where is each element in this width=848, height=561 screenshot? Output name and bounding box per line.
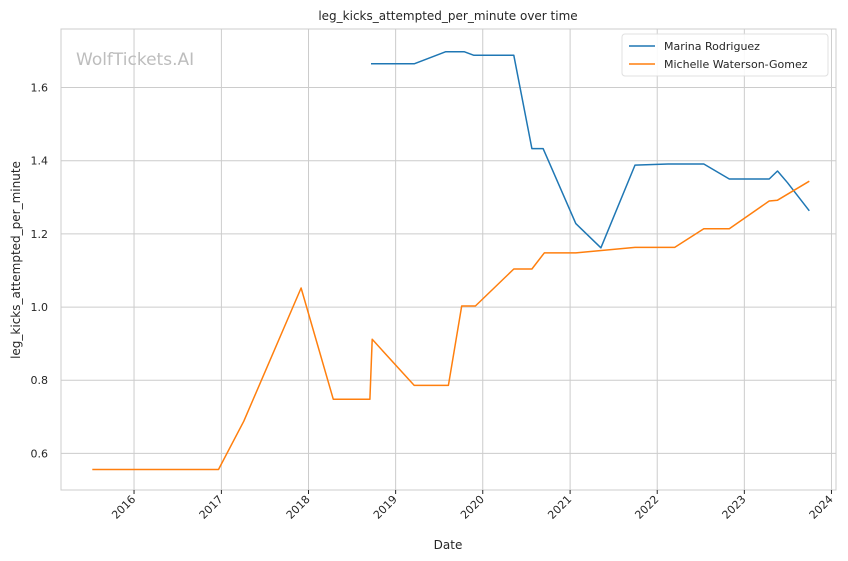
x-tick-label: 2017 <box>197 493 226 522</box>
watermark: WolfTickets.AI <box>76 50 194 70</box>
x-tick-label: 2019 <box>371 493 400 522</box>
x-axis-label: Date <box>434 538 463 552</box>
series-line-marina-rodriguez <box>371 50 810 249</box>
legend: Marina Rodriguez Michelle Waterson-Gomez <box>621 33 829 77</box>
legend-label-marina-rodriguez: Marina Rodriguez <box>664 40 760 53</box>
x-tick-labels: 2016 2017 2018 2019 2020 2021 2022 2023 2024 <box>109 490 836 522</box>
y-tick-label: 0.8 <box>31 374 49 387</box>
y-tick-labels: 0.6 0.8 1.0 1.2 1.4 1.6 <box>31 82 49 461</box>
legend-box <box>621 33 829 77</box>
x-tick-label: 2016 <box>109 493 138 522</box>
y-tick-label: 1.6 <box>31 82 49 95</box>
x-tick-label: 2020 <box>458 493 487 522</box>
x-tick-label: 2021 <box>545 493 574 522</box>
y-axis-label: leg_kicks_attempted_per_minute <box>9 161 23 359</box>
y-tick-label: 1.2 <box>31 228 49 241</box>
y-tick-label: 1.0 <box>31 301 49 314</box>
x-tick-label: 2022 <box>632 493 661 522</box>
series-lines <box>92 50 810 471</box>
x-tick-label: 2023 <box>720 493 749 522</box>
grid <box>61 29 836 490</box>
y-tick-label: 0.6 <box>31 447 49 460</box>
plot-frame <box>60 28 837 491</box>
chart-title: leg_kicks_attempted_per_minute over time <box>318 9 577 23</box>
x-tick-label: 2024 <box>807 493 836 522</box>
y-tick-label: 1.4 <box>31 155 49 168</box>
legend-label-michelle-waterson-gomez: Michelle Waterson-Gomez <box>664 58 808 71</box>
series-line-michelle-waterson-gomez <box>92 180 810 471</box>
x-tick-label: 2018 <box>284 493 313 522</box>
